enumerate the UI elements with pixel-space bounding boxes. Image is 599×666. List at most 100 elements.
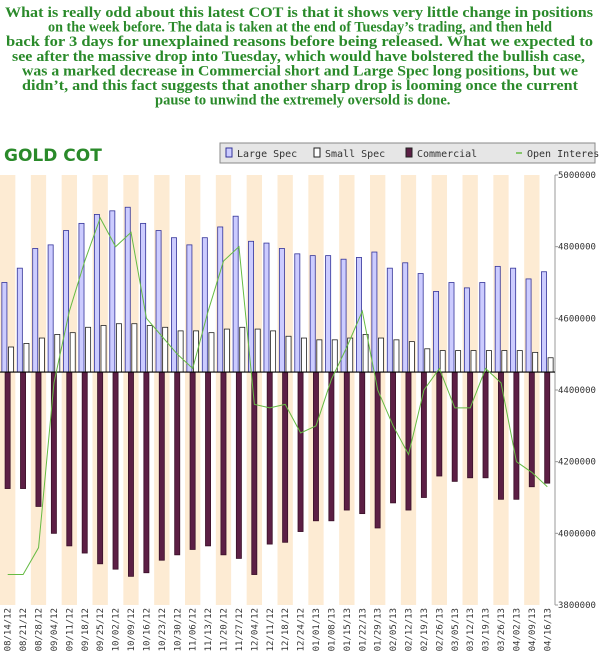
bar (239, 326, 246, 373)
bar (131, 323, 138, 373)
bar (424, 348, 431, 373)
bar (23, 343, 30, 373)
x-tick-label: 09/25/12 (96, 608, 106, 651)
bar (81, 371, 88, 554)
legend-swatch (225, 147, 233, 158)
bar (541, 271, 547, 373)
bar (455, 350, 462, 373)
x-tick-label: 10/16/12 (142, 608, 152, 651)
bar (270, 330, 277, 373)
bar (4, 371, 11, 489)
x-tick-label: 10/09/12 (127, 608, 137, 651)
bar (8, 346, 14, 373)
bar (193, 330, 199, 373)
bar (162, 326, 169, 373)
bar (316, 339, 323, 373)
bar (177, 330, 184, 373)
bar (417, 273, 424, 373)
bar (325, 255, 332, 373)
bar (174, 371, 181, 556)
x-tick-label: 12/18/12 (281, 608, 291, 651)
x-tick-label: 08/28/12 (35, 608, 45, 651)
bar (374, 371, 381, 529)
paragraph-line: was a marked decrease in Commercial shor… (22, 63, 579, 79)
x-tick-label: 03/19/13 (482, 608, 492, 651)
bar (254, 328, 261, 373)
legend-label: Commercial (417, 149, 477, 160)
x-tick-label: 11/13/12 (204, 608, 214, 651)
bar (494, 265, 501, 373)
bar (313, 371, 319, 522)
x-tick-label: 04/09/13 (528, 608, 538, 651)
x-tick-label: 01/01/13 (312, 608, 322, 651)
paragraph-line: didn’t, and this fact suggests that anot… (22, 78, 578, 94)
bar (263, 242, 270, 373)
bar (16, 267, 23, 373)
bar (433, 291, 440, 373)
bar (544, 371, 551, 484)
x-tick-label: 04/16/13 (543, 608, 553, 651)
bar (201, 237, 208, 373)
bar (205, 371, 211, 547)
x-tick-label: 02/26/13 (435, 608, 445, 651)
x-tick-label: 04/02/13 (512, 608, 522, 651)
bar (128, 371, 134, 577)
bar (186, 244, 193, 373)
x-tick-label: 09/18/12 (81, 608, 91, 651)
open-interest-line (7, 216, 548, 576)
bar (402, 262, 409, 373)
bar (50, 371, 57, 534)
x-tick-label: 08/21/12 (19, 608, 29, 651)
bar (390, 371, 396, 504)
bar (220, 371, 227, 556)
bar (282, 371, 289, 543)
bar (217, 226, 224, 373)
x-tick-label: 11/20/12 (220, 608, 230, 651)
bar (124, 206, 131, 373)
bar (146, 325, 153, 373)
y2-tick-label: 4400000 (558, 386, 596, 396)
y2-tick-label: 4200000 (558, 458, 596, 468)
bar (513, 371, 520, 500)
bar (501, 350, 508, 373)
paragraph-line: see after the massive drop into Tuesday,… (12, 49, 585, 65)
x-tick-label: 01/08/13 (327, 608, 337, 651)
x-tick-label: 10/23/12 (158, 608, 168, 651)
legend-label: Small Spec (325, 149, 385, 160)
bar (232, 215, 239, 373)
bar (525, 278, 532, 373)
bar (328, 371, 335, 522)
bar (340, 258, 347, 373)
bar (66, 371, 73, 547)
y2-tick-label: 5000000 (558, 171, 596, 181)
bar (393, 339, 400, 373)
bar (63, 230, 70, 373)
paragraph-line: What is really odd about this latest COT… (5, 5, 593, 21)
bar (479, 282, 486, 373)
bar (266, 371, 273, 545)
bar (470, 350, 477, 373)
bar (405, 371, 412, 511)
legend-label: Large Spec (237, 149, 297, 160)
bar (100, 325, 107, 373)
bar (32, 248, 39, 373)
bar (362, 334, 369, 373)
bar (223, 328, 230, 373)
bar (69, 332, 76, 373)
bar (235, 371, 242, 559)
x-tick-label: 09/11/12 (65, 608, 75, 651)
bar (297, 371, 304, 532)
x-tick-label: 02/19/13 (420, 608, 430, 651)
y2-tick-label: 4000000 (558, 529, 596, 539)
paragraph-line: on the week before. The data is taken at… (48, 20, 552, 36)
bar (547, 357, 554, 373)
paragraph-line: pause to unwind the extremely oversold i… (155, 93, 450, 109)
bar (208, 332, 215, 373)
y2-tick-label: 4800000 (558, 243, 596, 253)
bar (143, 371, 150, 574)
x-tick-label: 09/04/12 (50, 608, 60, 651)
bar (189, 371, 196, 550)
bar (485, 350, 492, 373)
x-tick-label: 03/12/13 (466, 608, 476, 651)
